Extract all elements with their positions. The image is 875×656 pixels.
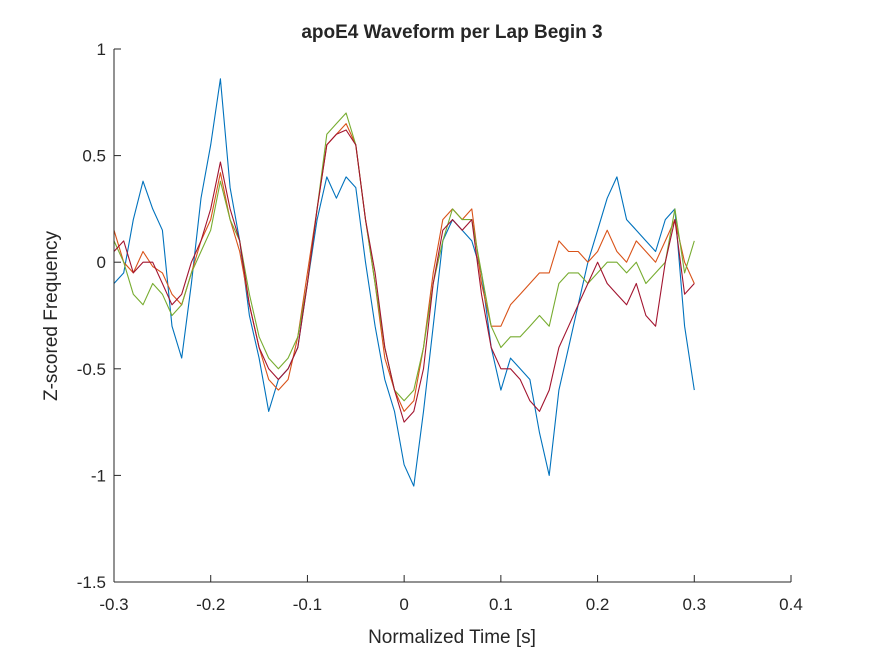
series-line-2 [113,123,695,412]
series-layer [113,78,695,487]
x-tick-label: 0.3 [682,595,706,614]
x-ticks: -0.3 -0.2 -0.1 0 0.1 0.2 0.3 0.4 [99,575,803,614]
series-line-3 [113,112,695,402]
x-tick-label: 0.1 [489,595,513,614]
y-tick-label: -1 [91,466,106,485]
series-line-4 [113,129,695,423]
axes: -0.3 -0.2 -0.1 0 0.1 0.2 0.3 0.4 -1.5 -1 -0.5 0 0.5… [77,40,803,614]
x-tick-label: -0.1 [293,595,322,614]
y-tick-label: 1 [97,40,106,59]
series-line-1 [113,78,695,487]
y-tick-label: -1.5 [77,573,106,592]
x-tick-label: -0.2 [196,595,225,614]
y-tick-label: 0 [97,253,106,272]
y-tick-label: -0.5 [77,360,106,379]
x-tick-label: 0 [399,595,408,614]
y-axis-label: Z-scored Frequency [41,231,62,402]
y-ticks: -1.5 -1 -0.5 0 0.5 1 [77,40,121,592]
x-axis-label: Normalized Time [s] [368,627,536,648]
chart-title: apoE4 Waveform per Lap Begin 3 [301,22,602,43]
y-tick-label: 0.5 [82,147,106,166]
x-tick-label: 0.4 [779,595,803,614]
x-tick-label: -0.3 [99,595,128,614]
x-tick-label: 0.2 [586,595,610,614]
